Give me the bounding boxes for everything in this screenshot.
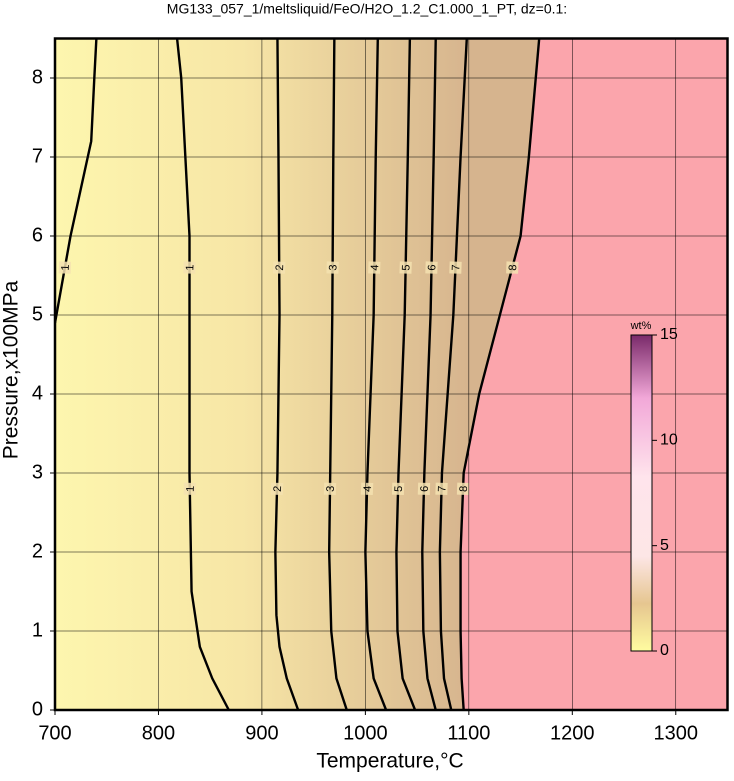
contour-line	[459, 38, 541, 710]
contour-label-bg	[323, 482, 337, 496]
contour-label-bg	[272, 261, 286, 274]
chart-title: MG133_057_1/meltsliquid/FeO/H2O_1.2_C1.0…	[167, 1, 567, 17]
contour-label: 7	[436, 486, 448, 493]
contour-label-bg	[58, 261, 72, 274]
contour-label-bg	[183, 261, 196, 274]
contour-label-group: 5	[391, 482, 405, 496]
contour-label: 2	[274, 264, 286, 271]
contour-label-group: 3	[323, 482, 337, 496]
colorbar-tick-label: 0	[660, 642, 669, 659]
contour-label: 5	[400, 264, 412, 271]
y-tick-label: 5	[32, 303, 43, 325]
contour-label: 7	[450, 264, 462, 271]
colorbar-tick-label: 10	[660, 432, 678, 449]
contour-label: 3	[325, 486, 337, 493]
y-tick-label: 8	[32, 66, 43, 88]
x-tick-label: 1300	[654, 722, 699, 744]
contour-label: 4	[362, 486, 374, 493]
contour-label-bg	[360, 482, 374, 496]
contour-label-bg	[183, 482, 196, 496]
x-axis-label: Temperature,°C	[316, 750, 463, 773]
colorbar-tick-label: 15	[660, 326, 678, 343]
contour-label: 1	[185, 486, 197, 493]
contour-label-bg	[326, 261, 339, 274]
masked-region	[460, 38, 728, 710]
plot-frame	[53, 37, 729, 712]
contour-label-group: 4	[368, 261, 381, 274]
contour-label-bg	[399, 261, 412, 274]
contour-label-group: 1	[183, 482, 197, 496]
contour-label: 2	[272, 486, 284, 493]
contour-label-bg	[417, 482, 431, 496]
colorbar-tick-label: 5	[660, 537, 669, 554]
contour-label: 1	[60, 264, 72, 271]
y-tick-label: 4	[32, 382, 43, 404]
contour-label-group: 2	[270, 482, 284, 496]
contour-label-bg	[435, 482, 448, 496]
x-tick-label: 1100	[447, 722, 490, 744]
contour-label: 8	[458, 486, 470, 493]
y-tick-label: 6	[32, 224, 43, 246]
contour-label-group: 6	[417, 482, 431, 496]
contour-label-group: 2	[272, 261, 286, 274]
contour-label-bg	[456, 482, 470, 496]
x-tick-label: 800	[142, 722, 175, 744]
contour-label-group: 7	[435, 482, 449, 496]
colorbar-label: wt%	[630, 320, 652, 332]
contour-label-group: 4	[360, 482, 374, 496]
y-tick-label: 2	[32, 540, 43, 562]
x-tick-label: 700	[38, 722, 71, 744]
contour-label-bg	[368, 261, 381, 274]
y-tick-label: 3	[32, 461, 43, 483]
contour-label: 3	[327, 264, 339, 271]
contour-label-group: 8	[456, 482, 470, 496]
contour-label-bg	[270, 482, 284, 496]
contour-label-group: 1	[183, 261, 197, 274]
x-tick-label: 1000	[343, 722, 388, 744]
contour-label: 5	[393, 486, 405, 493]
contour-label-bg	[506, 261, 519, 274]
y-tick-label: 1	[32, 619, 43, 641]
contour-label-bg	[449, 261, 462, 274]
contour-label: 1	[184, 264, 196, 271]
contour-label: 6	[419, 486, 431, 493]
contour-line	[438, 38, 468, 710]
contour-line	[55, 38, 98, 324]
contour-label: 8	[507, 264, 519, 271]
contour-line	[364, 38, 388, 710]
contour-label-group: 8	[506, 261, 519, 274]
contour-label-bg	[425, 261, 438, 274]
x-tick-label: 1200	[550, 722, 595, 744]
x-tick-label: 900	[245, 722, 278, 744]
y-tick-label: 7	[32, 145, 43, 167]
contour-label-bg	[391, 482, 405, 496]
contour-label-group: 5	[399, 261, 413, 274]
contour-label-group: 7	[449, 261, 463, 274]
contour-label: 6	[426, 264, 438, 271]
colorbar	[630, 334, 653, 652]
contour-label-group: 6	[425, 261, 439, 274]
contour-line	[421, 38, 437, 710]
contour-label: 4	[369, 264, 381, 271]
y-axis-label: Pressure,x100MPa	[0, 280, 23, 459]
contour-line	[327, 38, 348, 710]
contour-label-group: 1	[58, 261, 72, 274]
y-tick-label: 0	[32, 698, 43, 720]
contour-line	[395, 38, 417, 710]
contour-label-group: 3	[326, 261, 340, 274]
